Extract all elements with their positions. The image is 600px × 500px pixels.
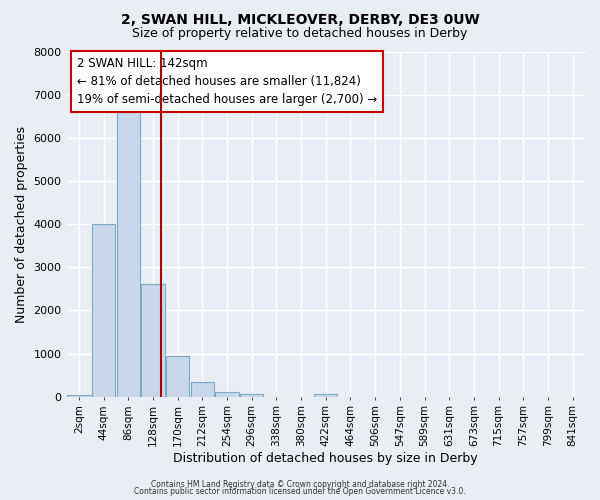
Bar	[141, 284, 164, 397]
Bar	[116, 112, 140, 397]
Bar	[191, 382, 214, 396]
Text: Size of property relative to detached houses in Derby: Size of property relative to detached ho…	[133, 28, 467, 40]
Bar	[215, 392, 239, 396]
Y-axis label: Number of detached properties: Number of detached properties	[15, 126, 28, 322]
Text: Contains HM Land Registry data © Crown copyright and database right 2024.: Contains HM Land Registry data © Crown c…	[151, 480, 449, 489]
Bar	[240, 394, 263, 396]
Text: Contains public sector information licensed under the Open Government Licence v3: Contains public sector information licen…	[134, 487, 466, 496]
Text: 2 SWAN HILL: 142sqm
← 81% of detached houses are smaller (11,824)
19% of semi-de: 2 SWAN HILL: 142sqm ← 81% of detached ho…	[77, 56, 377, 106]
Bar	[314, 394, 337, 396]
Bar	[67, 394, 91, 396]
Bar	[92, 224, 115, 396]
X-axis label: Distribution of detached houses by size in Derby: Distribution of detached houses by size …	[173, 452, 478, 465]
Text: 2, SWAN HILL, MICKLEOVER, DERBY, DE3 0UW: 2, SWAN HILL, MICKLEOVER, DERBY, DE3 0UW	[121, 12, 479, 26]
Bar	[166, 356, 190, 397]
